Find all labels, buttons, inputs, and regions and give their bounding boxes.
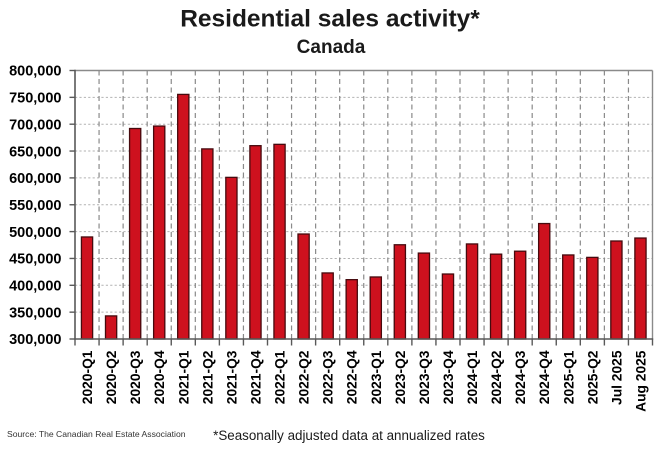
svg-text:2022-Q1: 2022-Q1 (273, 350, 288, 404)
svg-text:2020-Q3: 2020-Q3 (128, 350, 143, 404)
svg-text:2023-Q1: 2023-Q1 (369, 350, 384, 404)
svg-text:*Seasonally adjusted data at a: *Seasonally adjusted data at annualized … (213, 428, 485, 443)
svg-text:2022-Q3: 2022-Q3 (321, 350, 336, 404)
svg-text:2021-Q4: 2021-Q4 (248, 350, 263, 404)
svg-text:550,000: 550,000 (9, 198, 61, 214)
svg-text:300,000: 300,000 (9, 332, 61, 348)
svg-text:650,000: 650,000 (9, 144, 61, 160)
svg-text:Aug 2025: Aug 2025 (633, 350, 648, 412)
svg-text:750,000: 750,000 (9, 91, 61, 107)
svg-text:450,000: 450,000 (9, 252, 61, 268)
svg-text:2024-Q1: 2024-Q1 (465, 350, 480, 404)
svg-text:2024-Q4: 2024-Q4 (537, 350, 552, 404)
svg-text:700,000: 700,000 (9, 117, 61, 133)
svg-text:Canada: Canada (297, 37, 366, 58)
svg-text:2020-Q2: 2020-Q2 (104, 350, 119, 404)
svg-text:2025-Q1: 2025-Q1 (561, 350, 576, 404)
svg-text:2023-Q4: 2023-Q4 (441, 350, 456, 404)
svg-text:600,000: 600,000 (9, 171, 61, 187)
svg-text:800,000: 800,000 (9, 64, 61, 80)
svg-text:2021-Q3: 2021-Q3 (224, 350, 239, 404)
svg-text:2022-Q2: 2022-Q2 (297, 350, 312, 404)
svg-text:Residential sales activity*: Residential sales activity* (180, 6, 480, 33)
svg-text:Source: The Canadian Real Esta: Source: The Canadian Real Estate Associa… (7, 429, 186, 439)
svg-text:350,000: 350,000 (9, 305, 61, 321)
svg-text:2022-Q4: 2022-Q4 (345, 350, 360, 404)
svg-text:500,000: 500,000 (9, 225, 61, 241)
svg-text:2020-Q1: 2020-Q1 (80, 350, 95, 404)
svg-text:2021-Q2: 2021-Q2 (200, 350, 215, 404)
svg-text:Jul 2025: Jul 2025 (609, 350, 624, 405)
svg-text:2020-Q4: 2020-Q4 (152, 350, 167, 404)
svg-text:400,000: 400,000 (9, 279, 61, 295)
svg-text:2025-Q2: 2025-Q2 (585, 350, 600, 404)
svg-text:2024-Q3: 2024-Q3 (513, 350, 528, 404)
svg-text:2023-Q3: 2023-Q3 (417, 350, 432, 404)
svg-text:2023-Q2: 2023-Q2 (393, 350, 408, 404)
svg-text:2021-Q1: 2021-Q1 (176, 350, 191, 404)
svg-text:2024-Q2: 2024-Q2 (489, 350, 504, 404)
